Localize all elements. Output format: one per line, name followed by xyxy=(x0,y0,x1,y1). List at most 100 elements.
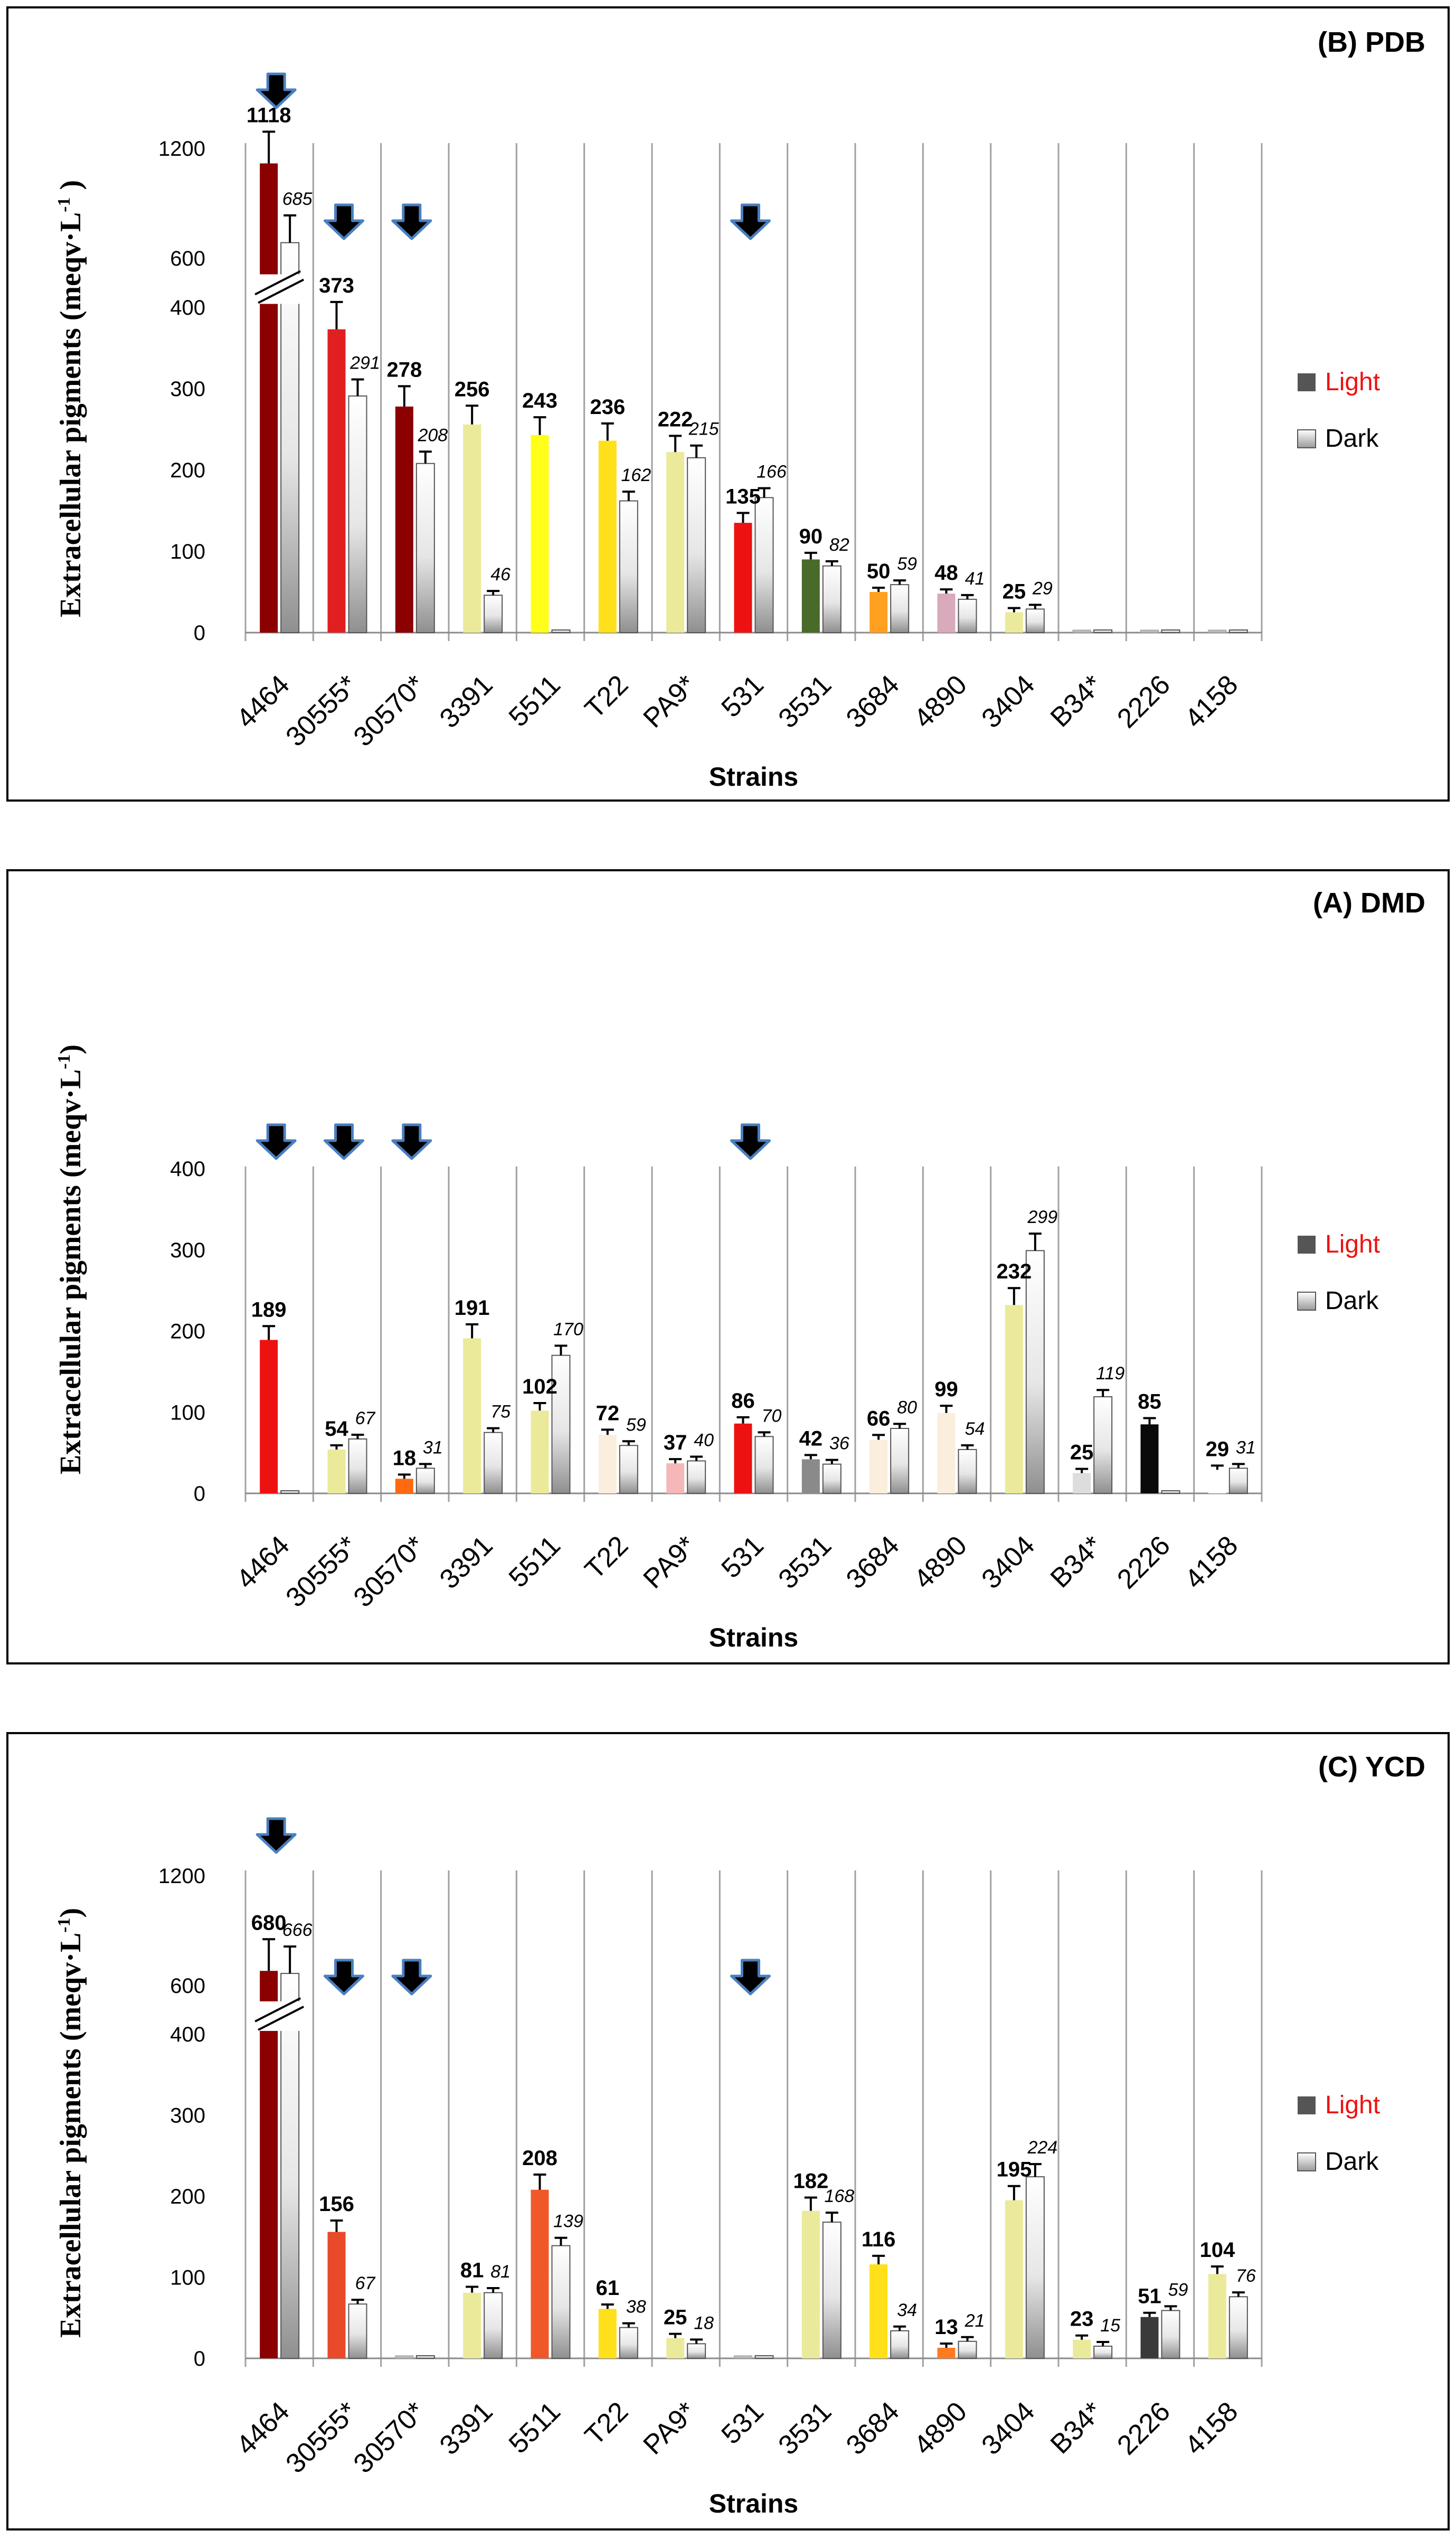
value-label-light: 256 xyxy=(455,378,490,401)
error-bar xyxy=(825,560,838,566)
bar-dark-B34* xyxy=(1093,629,1113,633)
legend-swatch-dark xyxy=(1297,429,1316,448)
bar-light-4890 xyxy=(937,594,956,633)
value-label-dark: 59 xyxy=(897,554,917,574)
error-bar xyxy=(533,2173,546,2190)
bar-light-3531 xyxy=(801,2210,820,2358)
panel-frame xyxy=(6,6,1450,802)
value-label-light: 42 xyxy=(799,1427,823,1450)
value-label-dark: 166 xyxy=(757,462,787,482)
error-bar xyxy=(736,1416,750,1424)
error-bar xyxy=(940,2343,953,2348)
value-label-light: 29 xyxy=(1206,1437,1230,1461)
arrow-marker-30555* xyxy=(324,1959,364,1996)
error-bar xyxy=(601,1428,614,1435)
error-bar xyxy=(351,1433,364,1439)
value-label-dark: 29 xyxy=(1032,578,1053,598)
error-bar xyxy=(1164,2305,1177,2311)
value-label-light: 182 xyxy=(793,2169,828,2193)
bar-dark-30570* xyxy=(415,1467,435,1494)
y-tick-label: 300 xyxy=(170,378,205,401)
x-tick-label: 30570* xyxy=(348,669,431,752)
error-bar xyxy=(825,2212,838,2223)
x-tick-label: 4890 xyxy=(908,669,973,734)
value-label-light: 222 xyxy=(658,408,693,431)
y-tick-label: 600 xyxy=(170,247,205,270)
bar-light-30555* xyxy=(327,329,346,633)
panel-frame xyxy=(6,1732,1450,2530)
value-label-light: 99 xyxy=(934,1378,958,1401)
x-tick-label: PA9* xyxy=(638,669,702,733)
error-bar xyxy=(283,214,297,243)
y-axis-label: Extracellular pigments (meqv·L-1) xyxy=(54,1045,87,1474)
x-tick-label: 3391 xyxy=(434,1530,499,1595)
x-axis-label: Strains xyxy=(709,1623,799,1652)
arrow-marker-30555* xyxy=(324,1123,364,1160)
value-label-light: 72 xyxy=(596,1401,620,1425)
error-bar xyxy=(669,435,682,453)
y-tick-label: 200 xyxy=(170,459,205,482)
value-label-light: 81 xyxy=(460,2259,484,2282)
bar-light-3684 xyxy=(869,2264,888,2358)
value-label-dark: 34 xyxy=(897,2300,917,2320)
value-label-light: 61 xyxy=(596,2276,620,2300)
x-tick-label: 3684 xyxy=(840,1530,905,1595)
x-tick-label: 3684 xyxy=(840,2396,905,2461)
error-bar xyxy=(330,2219,343,2232)
x-tick-label: 4890 xyxy=(908,2396,973,2461)
bar-dark-4158 xyxy=(1228,2296,1248,2359)
error-bar xyxy=(825,1459,838,1464)
bar-dark-PA9* xyxy=(687,457,706,634)
bar-dark-PA9* xyxy=(687,2343,706,2359)
error-bar xyxy=(872,2254,885,2264)
bar-dark-2226 xyxy=(1161,2310,1180,2359)
arrow-marker-4464 xyxy=(256,1123,297,1160)
value-label-dark: 36 xyxy=(829,1434,849,1454)
value-label-dark: 59 xyxy=(1168,2280,1188,2300)
error-bar xyxy=(872,587,885,592)
value-label-dark: 67 xyxy=(355,1408,376,1428)
value-label-light: 135 xyxy=(725,485,761,508)
error-bar xyxy=(893,579,906,585)
value-label-dark: 67 xyxy=(355,2273,376,2293)
bar-light-3684 xyxy=(869,592,888,633)
y-tick-label: 200 xyxy=(170,1320,205,1343)
value-label-dark: 82 xyxy=(829,535,849,555)
y-tick-label: 600 xyxy=(170,1974,205,1998)
x-tick-label: 30570* xyxy=(348,1530,431,1613)
legend-swatch-dark xyxy=(1297,1292,1316,1311)
x-tick-label: T22 xyxy=(579,1530,634,1585)
bar-dark-531 xyxy=(754,1436,774,1494)
bar-light-5511 xyxy=(531,1410,549,1493)
y-axis-label-sup: -1 xyxy=(54,1917,74,1932)
arrow-marker-531 xyxy=(730,1959,771,1996)
y-tick-label: 300 xyxy=(170,2104,205,2128)
error-bar xyxy=(758,1431,771,1437)
bar-light-B34* xyxy=(1073,2339,1091,2358)
legend-label-light: Light xyxy=(1325,368,1380,396)
error-bar xyxy=(601,2303,614,2309)
bar-light-30570* xyxy=(395,406,413,633)
error-bar xyxy=(554,2236,568,2246)
x-tick-label: 4158 xyxy=(1179,1530,1244,1595)
x-tick-label: 30555* xyxy=(280,1530,363,1613)
value-label-light: 18 xyxy=(393,1446,417,1470)
bar-dark-2226 xyxy=(1161,629,1180,633)
arrow-marker-4464 xyxy=(256,1817,297,1854)
value-label-light: 50 xyxy=(867,560,891,583)
axis-break-gap xyxy=(255,274,304,304)
value-label-light: 278 xyxy=(386,358,422,381)
chart-panel-ycd: (C) YCD 0 100 200 300 400 600 1200 Extracellular… xyxy=(6,1732,1450,2530)
value-label-dark: 59 xyxy=(626,1415,646,1435)
bar-light-T22 xyxy=(598,440,617,633)
bar-light-30570* xyxy=(395,2355,414,2359)
value-label-dark: 299 xyxy=(1027,1207,1057,1227)
bar-dark-3404 xyxy=(1025,1250,1045,1494)
value-label-light: 232 xyxy=(996,1260,1032,1283)
x-tick-label: 3404 xyxy=(976,669,1041,734)
x-tick-label: 4158 xyxy=(1179,669,1244,734)
bar-light-531 xyxy=(734,2355,752,2359)
error-bar xyxy=(262,130,276,164)
bar-light-2226 xyxy=(1140,1424,1159,1493)
